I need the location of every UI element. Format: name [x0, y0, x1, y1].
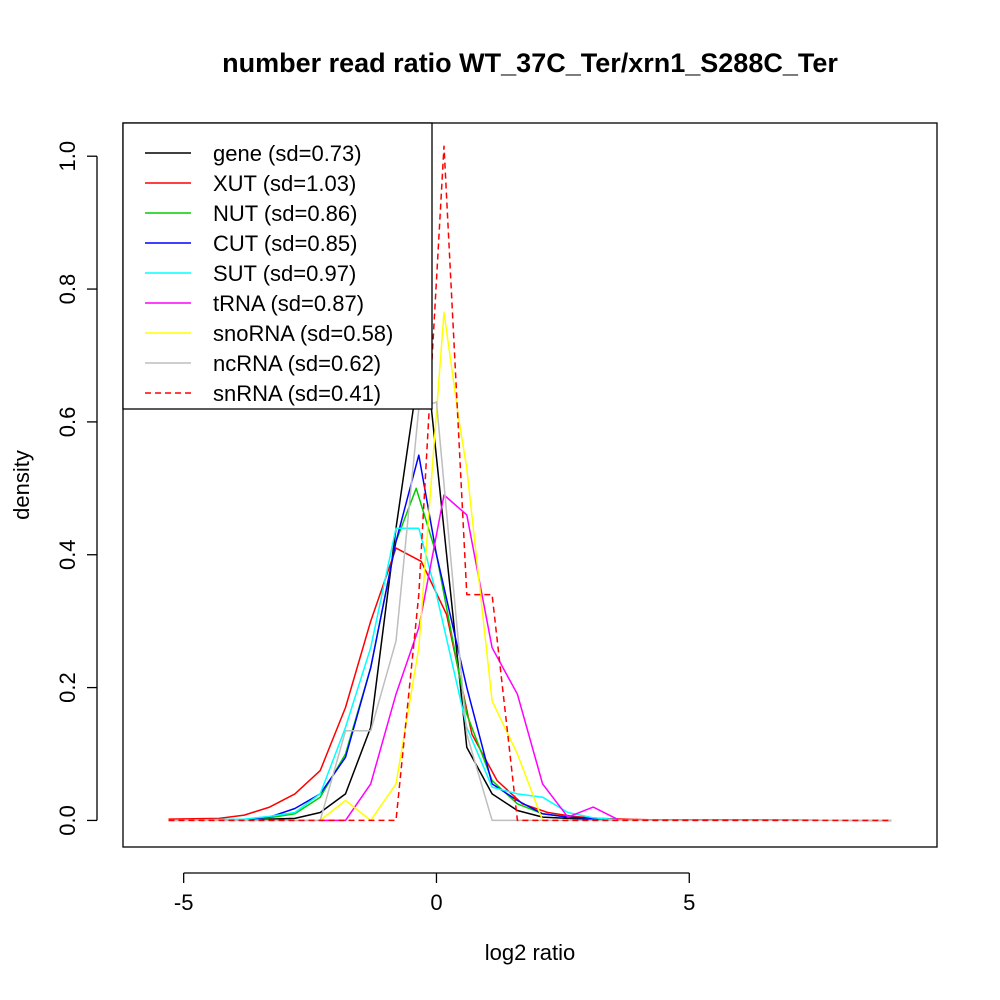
legend: gene (sd=0.73) XUT (sd=1.03) NUT (sd=0.86)…: [122, 122, 433, 410]
legend-label-2: NUT (sd=0.86): [213, 201, 357, 226]
series-line-1: [168, 547, 892, 822]
plot-frame: [122, 122, 938, 848]
y-axis-label: density: [9, 450, 34, 520]
axes-layer: -5 0 5 0.0 0.2 0.4 0.6 0.8 1.0: [55, 141, 695, 915]
legend-label-5: tRNA (sd=0.87): [213, 291, 364, 316]
series-line-6: [168, 311, 892, 822]
series-line-4: [168, 527, 892, 822]
y-tick-label: 0.0: [55, 805, 80, 836]
x-tick-label: 5: [683, 890, 695, 915]
legend-label-3: CUT (sd=0.85): [213, 231, 357, 256]
series-layer: [168, 145, 892, 822]
legend-label-1: XUT (sd=1.03): [213, 171, 356, 196]
x-axis-label: log2 ratio: [485, 940, 576, 965]
series-line-8: [168, 145, 892, 822]
y-tick-label: 0.6: [55, 407, 80, 438]
x-tick-label: 0: [430, 890, 442, 915]
legend-label-8: snRNA (sd=0.41): [213, 381, 381, 406]
legend-label-6: snoRNA (sd=0.58): [213, 321, 393, 346]
series-line-7: [168, 401, 892, 822]
legend-label-4: SUT (sd=0.97): [213, 261, 356, 286]
y-tick-label: 0.2: [55, 672, 80, 703]
legend-label-0: gene (sd=0.73): [213, 141, 362, 166]
series-line-3: [168, 454, 892, 822]
chart-title: number read ratio WT_37C_Ter/xrn1_S288C_…: [222, 48, 838, 78]
legend-box: [122, 122, 433, 410]
y-tick-label: 1.0: [55, 141, 80, 172]
y-tick-label: 0.8: [55, 274, 80, 305]
legend-label-7: ncRNA (sd=0.62): [213, 351, 381, 376]
y-tick-label: 0.4: [55, 539, 80, 570]
x-tick-label: -5: [174, 890, 194, 915]
